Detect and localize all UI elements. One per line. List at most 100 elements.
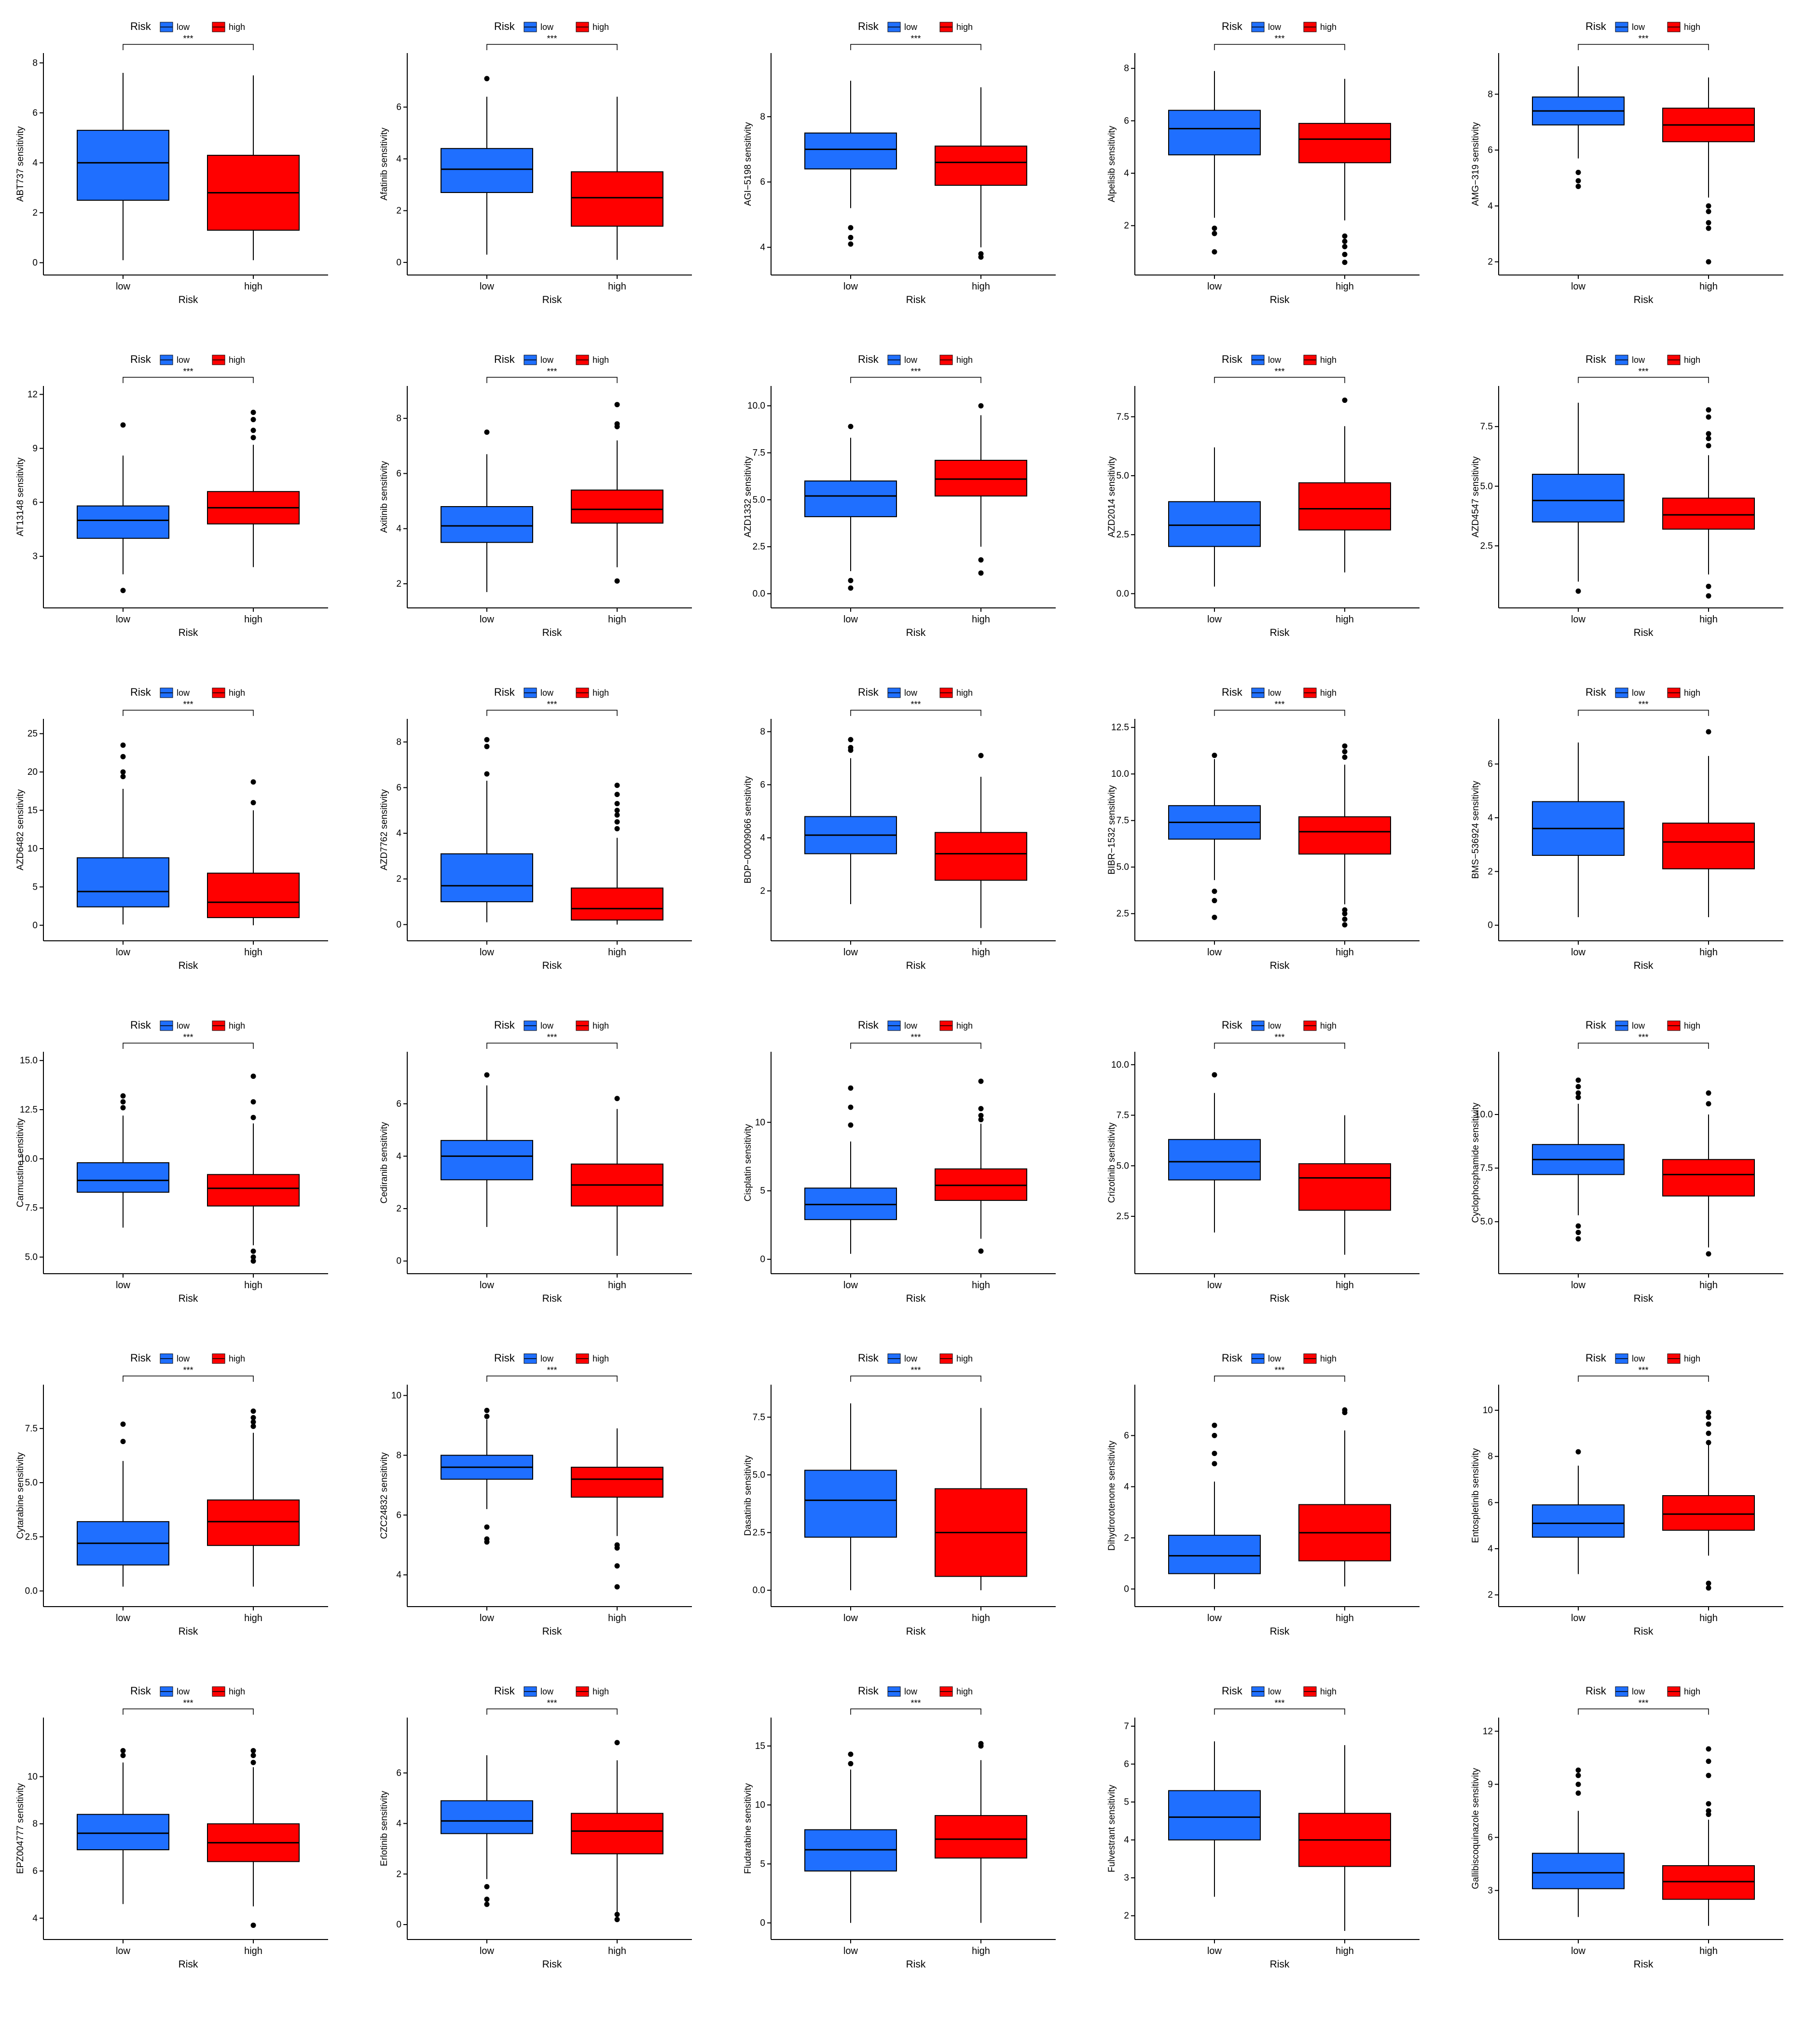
y-tick-label: 0 — [1124, 1584, 1129, 1594]
y-tick-label: 4 — [760, 833, 765, 843]
y-axis-label: Fludarabine sensitivity — [743, 1783, 753, 1874]
outlier-point — [484, 1524, 490, 1530]
outlier-point — [978, 254, 984, 260]
outlier-point — [120, 774, 126, 780]
boxplot-panel: Risk low high 0 2 4 6 Afatinib sensitivity low hi… — [379, 20, 692, 305]
box-high — [571, 1428, 663, 1590]
outlier-point — [614, 1584, 620, 1590]
x-axis-label: Risk — [179, 627, 198, 638]
significance-label: *** — [1274, 1032, 1284, 1042]
iqr-box — [77, 1162, 169, 1193]
y-axis-label: AZD2014 sensitivity — [1107, 456, 1117, 537]
x-axis-label: Risk — [1634, 1293, 1654, 1304]
outlier-point — [1706, 225, 1711, 231]
x-tick-label-low: low — [480, 1280, 495, 1291]
outlier-point — [120, 1099, 126, 1105]
outlier-point — [1706, 1440, 1711, 1445]
box-high — [1298, 1115, 1391, 1255]
x-tick-label-high: high — [1699, 1613, 1718, 1623]
y-tick-label: 15 — [28, 805, 38, 815]
significance-bracket — [850, 377, 981, 383]
y-axis-label: Cyclophosphamide sensitivity — [1471, 1102, 1481, 1223]
legend-title: Risk — [130, 1019, 152, 1031]
outlier-point — [484, 1897, 490, 1902]
outlier-point — [1575, 1790, 1581, 1796]
outlier-point — [250, 1922, 256, 1928]
box-low — [77, 1421, 169, 1587]
y-tick-label: 6 — [32, 1866, 38, 1876]
legend-label-low: low — [1632, 22, 1645, 32]
y-axis-label: BIBR−1532 sensitivity — [1107, 785, 1117, 875]
outlier-point — [1706, 1421, 1711, 1427]
outlier-point — [1706, 436, 1711, 441]
box-low — [1168, 447, 1261, 587]
x-tick-label-high: high — [608, 947, 626, 958]
boxplot-panel: Risk low high 0 2 4 6 Dihydrorotenone sensitivi… — [1107, 1352, 1420, 1637]
outlier-point — [1575, 1449, 1581, 1455]
y-tick-label: 6 — [396, 1099, 401, 1109]
outlier-point — [120, 588, 126, 593]
box-low — [804, 424, 897, 591]
x-axis-label: Risk — [1634, 294, 1654, 305]
legend-label-high: high — [229, 688, 245, 698]
y-tick-label: 5.0 — [1117, 1161, 1129, 1171]
outlier-point — [1212, 1072, 1217, 1078]
y-tick-label: 8 — [32, 1819, 38, 1829]
outlier-point — [250, 1415, 256, 1420]
y-tick-label: 10.0 — [20, 1154, 38, 1164]
significance-bracket — [1214, 1708, 1345, 1715]
legend-label-high: high — [956, 355, 973, 365]
x-axis-label: Risk — [906, 960, 926, 971]
y-axis-label: CZC24832 sensitivity — [379, 1452, 389, 1539]
legend: Risk low high — [494, 353, 609, 365]
box-low — [1532, 402, 1625, 594]
x-axis-label: Risk — [179, 960, 198, 971]
x-tick-label-high: high — [1336, 1946, 1354, 1956]
legend-label-high: high — [956, 22, 973, 32]
legend-label-high: high — [1320, 1687, 1337, 1696]
x-tick-label-low: low — [116, 1613, 131, 1623]
x-tick-label-low: low — [843, 1280, 858, 1291]
significance-bracket — [1214, 710, 1345, 716]
outlier-point — [1575, 1236, 1581, 1242]
y-tick-label: 3 — [1488, 1885, 1493, 1896]
iqr-box — [1298, 123, 1391, 164]
legend: Risk low high — [858, 20, 973, 32]
boxplot-panel: Risk low high 2 4 6 8 Axitinib sensitivity low hi… — [379, 353, 692, 638]
legend-label-high: high — [593, 1021, 609, 1031]
iqr-box — [1662, 1495, 1755, 1531]
legend-label-high: high — [229, 1354, 245, 1363]
y-tick-label: 2.5 — [1117, 909, 1129, 919]
outlier-point — [1212, 914, 1217, 920]
legend-title: Risk — [1222, 20, 1243, 32]
outlier-point — [250, 417, 256, 423]
y-tick-label: 6 — [396, 468, 401, 479]
y-tick-label: 3 — [1124, 1873, 1129, 1883]
outlier-point — [614, 578, 620, 584]
boxplot-panel: Risk low high 0.0 2.5 5.0 7.5 Dasatinib sensiti… — [743, 1352, 1056, 1637]
legend-label-low: low — [904, 1687, 918, 1696]
legend: Risk low high — [494, 1352, 609, 1364]
significance-bracket — [850, 44, 981, 50]
significance-label: *** — [183, 1032, 193, 1042]
outlier-point — [1575, 169, 1581, 175]
outlier-point — [250, 1423, 256, 1429]
y-tick-label: 8 — [1124, 64, 1129, 74]
x-tick-label-low: low — [116, 281, 131, 292]
box-low — [1168, 1741, 1261, 1897]
iqr-box — [207, 1174, 300, 1207]
outlier-point — [250, 1408, 256, 1414]
legend-label-low: low — [540, 1021, 554, 1031]
legend: Risk low high — [1222, 353, 1337, 365]
box-low — [1532, 1449, 1625, 1574]
y-tick-label: 10 — [28, 844, 38, 854]
legend-label-low: low — [1632, 355, 1645, 365]
outlier-point — [120, 1421, 126, 1427]
boxplot-panel: Risk low high 4 6 8 AGI−5198 sensitivity low hig… — [743, 20, 1056, 305]
x-tick-label-high: high — [244, 614, 262, 625]
significance-bracket — [486, 377, 618, 383]
y-axis-label: AT13148 sensitivity — [15, 457, 26, 537]
box-high — [207, 1073, 300, 1264]
x-tick-label-high: high — [1336, 614, 1354, 625]
iqr-box — [571, 1813, 663, 1855]
